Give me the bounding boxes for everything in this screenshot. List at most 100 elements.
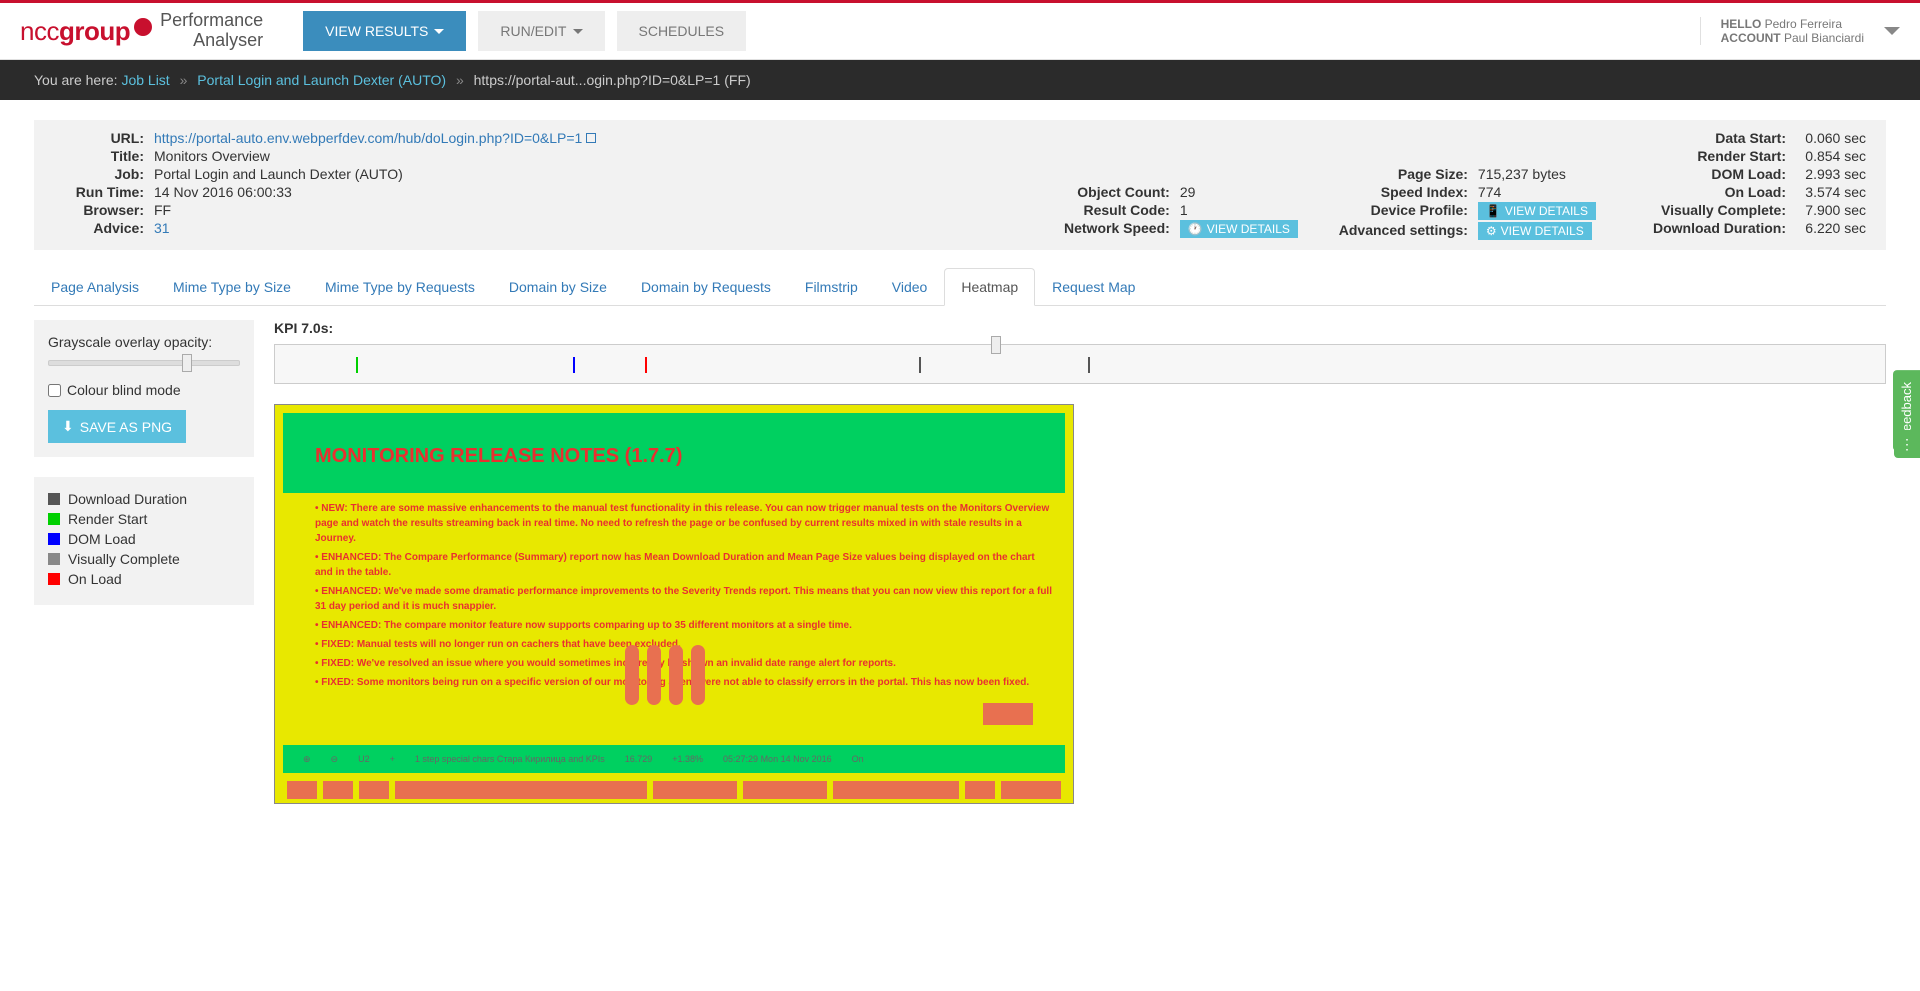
tab-page-analysis[interactable]: Page Analysis xyxy=(34,268,156,306)
heatmap-footer-item: 16.729 xyxy=(625,754,653,764)
summary-panel: URL: https://portal-auto.env.webperfdev.c… xyxy=(34,120,1886,250)
heatmap-title: MONITORING RELEASE NOTES (1.7.7) xyxy=(315,445,682,468)
nav-buttons: VIEW RESULTS RUN/EDIT SCHEDULES xyxy=(303,11,746,51)
runtime-val: 14 Nov 2016 06:00:33 xyxy=(154,184,292,200)
view-details-label: VIEW DETAILS xyxy=(1505,204,1588,218)
legend-item: Render Start xyxy=(48,511,240,527)
result-label: Result Code: xyxy=(1040,202,1170,218)
legend-item: Visually Complete xyxy=(48,551,240,567)
account-menu[interactable]: HELLO Pedro Ferreira ACCOUNT Paul Bianci… xyxy=(1700,17,1900,45)
timeline-tick xyxy=(1088,357,1090,373)
view-details-label: VIEW DETAILS xyxy=(1207,222,1290,236)
schedules-button[interactable]: SCHEDULES xyxy=(617,11,747,51)
breadcrumb-sep: » xyxy=(456,72,464,88)
pagesize-label: Page Size: xyxy=(1338,166,1468,182)
heatmap-next xyxy=(983,703,1033,725)
caret-icon xyxy=(573,29,583,34)
advset-label: Advanced settings: xyxy=(1338,222,1468,240)
tab-request-map[interactable]: Request Map xyxy=(1035,268,1152,306)
heatmap-image: MONITORING RELEASE NOTES (1.7.7) • NEW: … xyxy=(274,404,1074,804)
colorblind-checkbox[interactable] xyxy=(48,384,61,397)
advset-details-button[interactable]: ⚙VIEW DETAILS xyxy=(1478,222,1592,240)
logo[interactable]: nccgroup Performance Analyser xyxy=(20,11,263,51)
heatmap-bottom xyxy=(283,777,1065,803)
result-val: 1 xyxy=(1180,202,1188,218)
legend-label: Visually Complete xyxy=(68,551,180,567)
netspeed-details-button[interactable]: 🕐 VIEW DETAILS xyxy=(1180,220,1298,238)
timeline-tick xyxy=(573,357,575,373)
legend-swatch xyxy=(48,533,60,545)
tab-domain-by-requests[interactable]: Domain by Requests xyxy=(624,268,788,306)
datastart-val: 0.060 sec xyxy=(1796,130,1866,146)
dldur-label: Download Duration: xyxy=(1636,220,1786,236)
tab-heatmap[interactable]: Heatmap xyxy=(944,268,1035,306)
heatmap-footer-item: On xyxy=(852,754,864,764)
advice-label: Advice: xyxy=(54,220,144,236)
breadcrumb-link-job[interactable]: Portal Login and Launch Dexter (AUTO) xyxy=(197,72,446,88)
tab-video[interactable]: Video xyxy=(875,268,945,306)
speedidx-label: Speed Index: xyxy=(1338,184,1468,200)
timeline-slider[interactable] xyxy=(274,344,1886,384)
legend-swatch xyxy=(48,493,60,505)
save-png-button[interactable]: ⬇SAVE AS PNG xyxy=(48,410,186,443)
hello-name: Pedro Ferreira xyxy=(1765,17,1842,31)
timeline-tick xyxy=(356,357,358,373)
domload-label: DOM Load: xyxy=(1636,166,1786,182)
view-details-label: VIEW DETAILS xyxy=(1501,224,1584,238)
logo-brand2: group xyxy=(59,16,130,46)
clock-icon: 🕐 xyxy=(1188,222,1203,236)
objcount-val: 29 xyxy=(1180,184,1196,200)
job-val: Portal Login and Launch Dexter (AUTO) xyxy=(154,166,403,182)
device-details-button[interactable]: 📱 VIEW DETAILS xyxy=(1478,202,1596,220)
phone-icon: 📱 xyxy=(1486,204,1501,218)
legend-item: DOM Load xyxy=(48,531,240,547)
timeline-thumb[interactable] xyxy=(991,336,1001,354)
kpi-label: KPI 7.0s: xyxy=(274,320,1886,336)
title-label: Title: xyxy=(54,148,144,164)
logo-brand1: ncc xyxy=(20,16,59,46)
save-png-label: SAVE AS PNG xyxy=(80,419,172,435)
tab-filmstrip[interactable]: Filmstrip xyxy=(788,268,875,306)
heatmap-line: • ENHANCED: The Compare Performance (Sum… xyxy=(315,550,1053,580)
view-results-button[interactable]: VIEW RESULTS xyxy=(303,11,466,51)
legend-item: On Load xyxy=(48,571,240,587)
topbar: nccgroup Performance Analyser VIEW RESUL… xyxy=(0,0,1920,60)
advice-link[interactable]: 31 xyxy=(154,220,170,236)
tab-domain-by-size[interactable]: Domain by Size xyxy=(492,268,624,306)
url-label: URL: xyxy=(54,130,144,146)
url-link[interactable]: https://portal-auto.env.webperfdev.com/h… xyxy=(154,130,582,146)
share-icon[interactable]: ⋮ xyxy=(1894,430,1920,458)
breadcrumb-link-joblist[interactable]: Job List xyxy=(121,72,169,88)
breadcrumb-prefix: You are here: xyxy=(34,72,118,88)
schedules-label: SCHEDULES xyxy=(639,23,725,39)
opacity-slider[interactable] xyxy=(48,360,240,366)
account-label: ACCOUNT xyxy=(1721,31,1781,45)
tabs: Page AnalysisMime Type by SizeMime Type … xyxy=(34,268,1886,306)
tab-mime-type-by-size[interactable]: Mime Type by Size xyxy=(156,268,308,306)
view-results-label: VIEW RESULTS xyxy=(325,23,428,39)
account-info: HELLO Pedro Ferreira ACCOUNT Paul Bianci… xyxy=(1721,17,1864,45)
run-edit-button[interactable]: RUN/EDIT xyxy=(478,11,604,51)
account-caret-icon xyxy=(1884,27,1900,35)
runtime-label: Run Time: xyxy=(54,184,144,200)
opacity-label: Grayscale overlay opacity: xyxy=(48,334,240,350)
heatmap-footer-item: +1.38% xyxy=(672,754,703,764)
breadcrumb: You are here: Job List » Portal Login an… xyxy=(0,60,1920,100)
logo-subtitle: Performance Analyser xyxy=(160,11,263,51)
breadcrumb-sep: » xyxy=(180,72,188,88)
tab-mime-type-by-requests[interactable]: Mime Type by Requests xyxy=(308,268,492,306)
external-link-icon xyxy=(586,133,596,143)
heatmap-line: • ENHANCED: The compare monitor feature … xyxy=(315,618,1053,633)
heatmap-line: • NEW: There are some massive enhancemen… xyxy=(315,501,1053,546)
heatmap-line: • ENHANCED: We've made some dramatic per… xyxy=(315,584,1053,614)
legend-item: Download Duration xyxy=(48,491,240,507)
heatmap-footer-item: + xyxy=(390,754,395,764)
dldur-val: 6.220 sec xyxy=(1796,220,1866,236)
caret-icon xyxy=(434,29,444,34)
netspeed-label: Network Speed: xyxy=(1040,220,1170,238)
viscomp-label: Visually Complete: xyxy=(1636,202,1786,218)
hello-label: HELLO xyxy=(1721,17,1762,31)
slider-thumb[interactable] xyxy=(182,354,192,372)
logo-sub1: Performance xyxy=(160,11,263,31)
heatmap-footer-item: 1 step special chars Стара Кирилица and … xyxy=(415,754,605,764)
